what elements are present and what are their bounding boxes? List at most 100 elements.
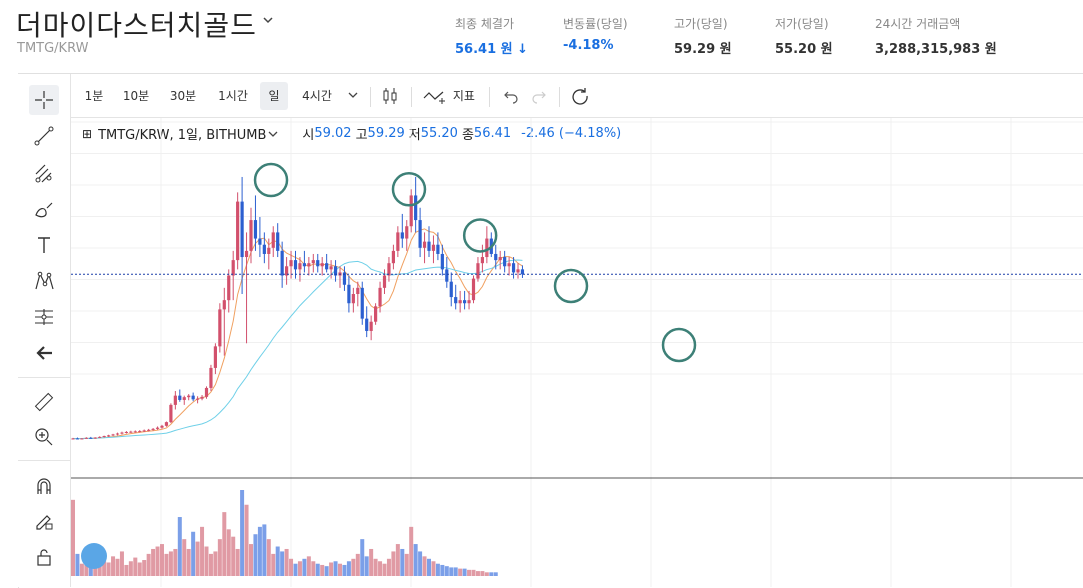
volume-bar bbox=[204, 546, 209, 576]
reset-button[interactable] bbox=[567, 82, 593, 110]
volume-bar bbox=[404, 553, 409, 576]
drawing-toolbar bbox=[18, 74, 71, 587]
candle-body bbox=[302, 263, 306, 267]
indicators-button[interactable]: 지표 bbox=[423, 82, 483, 110]
volume-bar bbox=[306, 556, 311, 576]
volume-bar bbox=[484, 572, 489, 576]
volume-bar bbox=[346, 561, 351, 576]
candle-type-button[interactable] bbox=[377, 82, 403, 110]
candle-body bbox=[351, 294, 355, 304]
lock-drawing-icon[interactable] bbox=[29, 506, 59, 536]
volume-bar bbox=[386, 558, 391, 576]
chevron-down-icon[interactable] bbox=[262, 14, 274, 26]
volume-bar bbox=[88, 566, 93, 576]
interval-10m[interactable]: 10분 bbox=[122, 89, 150, 103]
volume-bar bbox=[378, 561, 383, 576]
chevron-down-icon bbox=[348, 92, 358, 98]
candle-body bbox=[187, 395, 191, 398]
volume-bar bbox=[195, 541, 200, 576]
volume-bar bbox=[217, 539, 222, 576]
candle-body bbox=[169, 404, 173, 423]
candle-body bbox=[124, 431, 128, 433]
volume-bar bbox=[231, 536, 236, 576]
volume-bar bbox=[329, 562, 334, 576]
volume-bar bbox=[84, 564, 89, 576]
stat-label: 변동률(당일) bbox=[563, 17, 628, 31]
candle-body bbox=[436, 244, 440, 254]
stat-last-price: 최종 체결가 56.41 원 ↓ bbox=[455, 15, 528, 57]
volume-bar bbox=[253, 534, 258, 576]
candle-body bbox=[147, 429, 151, 431]
volume-bar bbox=[155, 546, 160, 576]
candle-body bbox=[142, 430, 146, 432]
interval-4h[interactable]: 4시간 bbox=[302, 89, 332, 103]
fib-lines-icon[interactable] bbox=[29, 158, 59, 188]
volume-bar bbox=[422, 556, 427, 576]
open-label: 시 bbox=[302, 128, 315, 143]
candle-body bbox=[449, 281, 453, 298]
prediction-icon[interactable] bbox=[29, 302, 59, 332]
candle-body bbox=[431, 244, 436, 251]
ma-long-line bbox=[72, 259, 523, 440]
interval-1d[interactable]: 일 bbox=[260, 82, 288, 110]
volume-bar bbox=[240, 490, 245, 576]
magnet-icon[interactable] bbox=[29, 471, 59, 501]
volume-bar bbox=[111, 556, 116, 576]
pattern-icon[interactable] bbox=[29, 266, 59, 296]
volume-bar bbox=[160, 544, 164, 576]
volume-bar bbox=[297, 561, 302, 576]
symbol-label[interactable]: TMTG/KRW, 1일, BITHUMB bbox=[98, 128, 267, 143]
volume-bar bbox=[275, 546, 280, 576]
candle-body bbox=[271, 232, 275, 248]
volume-bar bbox=[115, 558, 120, 576]
text-icon[interactable] bbox=[29, 230, 59, 260]
redo-button[interactable] bbox=[527, 82, 551, 110]
volume-bar bbox=[355, 553, 360, 576]
volume-bar bbox=[391, 551, 396, 576]
candle-body bbox=[503, 257, 507, 267]
volume-bar bbox=[266, 539, 271, 576]
candle-body bbox=[213, 346, 217, 368]
candle-body bbox=[298, 263, 302, 270]
volume-bar bbox=[200, 526, 205, 576]
candle-body bbox=[102, 435, 106, 437]
low-label: 저 bbox=[408, 128, 421, 143]
undo-button[interactable] bbox=[499, 82, 523, 110]
interval-30m[interactable]: 30분 bbox=[169, 89, 197, 103]
volume-bar bbox=[173, 548, 178, 576]
volume-bar bbox=[302, 558, 307, 576]
brush-icon[interactable] bbox=[29, 195, 59, 225]
redo-icon bbox=[532, 91, 546, 104]
arrow-left-icon[interactable] bbox=[29, 338, 59, 368]
candle-body bbox=[182, 397, 186, 400]
candle-body bbox=[418, 220, 422, 248]
high-label: 고 bbox=[355, 128, 368, 143]
chevron-down-icon[interactable] bbox=[268, 129, 278, 139]
stat-change-rate: 변동률(당일) -4.18% bbox=[563, 15, 628, 53]
interval-1m[interactable]: 1분 bbox=[84, 89, 104, 103]
price-chart[interactable] bbox=[71, 118, 1083, 587]
interval-1h[interactable]: 1시간 bbox=[218, 89, 248, 103]
candle-body bbox=[227, 275, 231, 301]
volume-bar bbox=[369, 548, 374, 576]
close-label: 종 bbox=[461, 128, 474, 143]
volume-bar bbox=[284, 548, 289, 576]
candle-body bbox=[240, 201, 244, 258]
interval-dropdown[interactable] bbox=[342, 82, 364, 110]
candle-body bbox=[374, 306, 378, 322]
volume-bar bbox=[79, 563, 84, 576]
plus-square-icon[interactable]: ⊞ bbox=[82, 126, 93, 141]
crosshair-icon[interactable] bbox=[29, 85, 59, 115]
unlock-icon[interactable] bbox=[29, 542, 59, 572]
volume-bar bbox=[413, 544, 418, 576]
volume-bar bbox=[222, 512, 227, 576]
ruler-icon[interactable] bbox=[29, 387, 59, 417]
zoom-in-icon[interactable] bbox=[29, 422, 59, 452]
annotation-circle bbox=[553, 268, 589, 304]
stat-label: 최종 체결가 bbox=[455, 17, 515, 31]
candle-body bbox=[311, 260, 315, 264]
candle-body bbox=[75, 438, 80, 440]
volume-bar bbox=[409, 526, 414, 576]
candle-body bbox=[467, 300, 471, 304]
trend-line-icon[interactable] bbox=[29, 121, 59, 151]
